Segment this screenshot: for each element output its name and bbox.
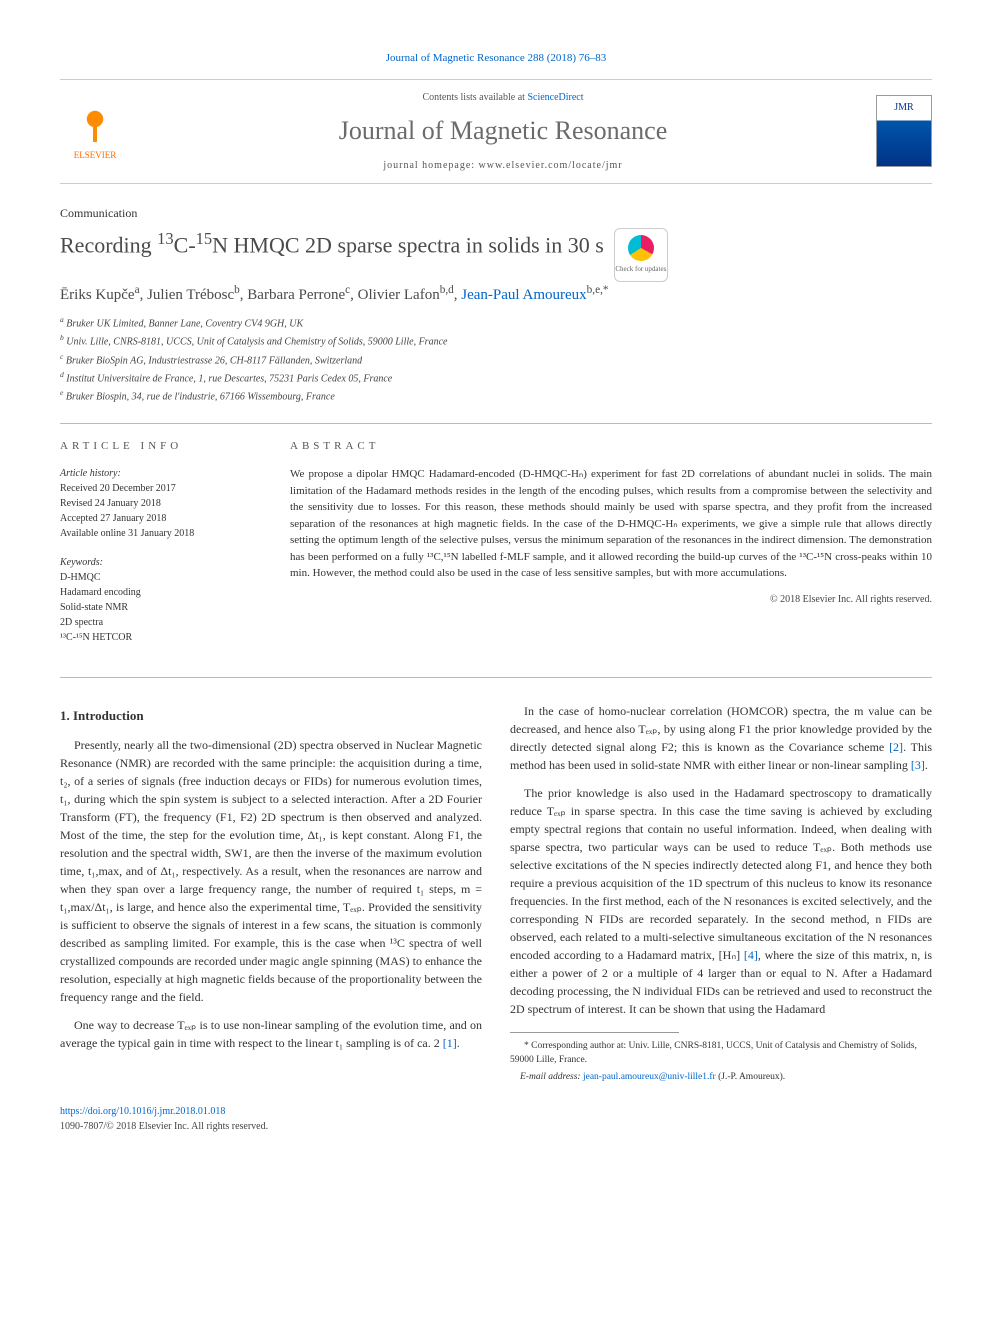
article-history: Article history: Received 20 December 20… (60, 466, 270, 541)
journal-cover-thumbnail: JMR (876, 95, 932, 167)
footnote-separator (510, 1032, 679, 1033)
citation-link[interactable]: [3] (911, 758, 925, 772)
article-type: Communication (60, 204, 932, 222)
email-link[interactable]: jean-paul.amoureux@univ-lille1.fr (583, 1072, 716, 1082)
elsevier-tree-icon (70, 99, 120, 149)
abstract-column: ABSTRACT We propose a dipolar HMQC Hadam… (290, 438, 932, 660)
body-paragraph: One way to decrease Tₑₓₚ is to use non-l… (60, 1016, 482, 1052)
footnotes: * Corresponding author at: Univ. Lille, … (510, 1039, 932, 1084)
crossmark-label: Check for updates (615, 264, 666, 275)
journal-citation: Journal of Magnetic Resonance 288 (2018)… (60, 50, 932, 67)
contents-line: Contents lists available at ScienceDirec… (130, 90, 876, 105)
citation-link[interactable]: [2] (889, 740, 903, 754)
section-heading-intro: 1. Introduction (60, 706, 482, 726)
keywords-label: Keywords: (60, 557, 103, 568)
history-line: Available online 31 January 2018 (60, 526, 270, 541)
corresponding-author-note: * Corresponding author at: Univ. Lille, … (510, 1039, 932, 1068)
journal-header-bar: ELSEVIER Contents lists available at Sci… (60, 79, 932, 184)
doi-link[interactable]: https://doi.org/10.1016/j.jmr.2018.01.01… (60, 1106, 225, 1117)
history-line: Received 20 December 2017 (60, 481, 270, 496)
affiliation-line: d Institut Universitaire de France, 1, r… (60, 369, 932, 386)
crossmark-icon (628, 235, 654, 261)
authors-list: Ēriks Kupčea, Julien Tréboscb, Barbara P… (60, 282, 932, 307)
page-footer: https://doi.org/10.1016/j.jmr.2018.01.01… (60, 1104, 932, 1134)
abstract-text: We propose a dipolar HMQC Hadamard-encod… (290, 466, 932, 582)
author-link[interactable]: Jean-Paul Amoureux (461, 287, 586, 303)
article-body: 1. Introduction Presently, nearly all th… (60, 702, 932, 1084)
keywords-block: Keywords: D-HMQCHadamard encodingSolid-s… (60, 555, 270, 645)
affiliation-line: b Univ. Lille, CNRS-8181, UCCS, Unit of … (60, 332, 932, 349)
publisher-name: ELSEVIER (74, 149, 117, 163)
abstract-copyright: © 2018 Elsevier Inc. All rights reserved… (290, 592, 932, 607)
article-info-heading: ARTICLE INFO (60, 438, 270, 455)
sciencedirect-link[interactable]: ScienceDirect (527, 92, 583, 103)
elsevier-logo: ELSEVIER (60, 99, 130, 163)
email-line: E-mail address: jean-paul.amoureux@univ-… (510, 1070, 932, 1084)
email-attribution: (J.-P. Amoureux). (718, 1072, 785, 1082)
affiliation-line: c Bruker BioSpin AG, Industriestrasse 26… (60, 351, 932, 368)
body-paragraph: The prior knowledge is also used in the … (510, 784, 932, 1018)
abstract-heading: ABSTRACT (290, 438, 932, 455)
keyword: ¹³C-¹⁵N HETCOR (60, 630, 270, 645)
journal-homepage: journal homepage: www.elsevier.com/locat… (130, 158, 876, 173)
keyword: Hadamard encoding (60, 585, 270, 600)
crossmark-badge[interactable]: Check for updates (614, 228, 668, 282)
article-title: Recording 13C-15N HMQC 2D sparse spectra… (60, 228, 604, 260)
keyword: 2D spectra (60, 615, 270, 630)
article-info-column: ARTICLE INFO Article history: Received 2… (60, 438, 290, 660)
contents-prefix: Contents lists available at (422, 92, 527, 103)
issn-copyright: 1090-7807/© 2018 Elsevier Inc. All right… (60, 1121, 268, 1132)
body-paragraph: In the case of homo-nuclear correlation … (510, 702, 932, 774)
affiliation-line: e Bruker Biospin, 34, rue de l'industrie… (60, 387, 932, 404)
citation-link[interactable]: [4] (744, 948, 758, 962)
affiliation-line: a Bruker UK Limited, Banner Lane, Covent… (60, 314, 932, 331)
keyword: D-HMQC (60, 570, 270, 585)
history-line: Revised 24 January 2018 (60, 496, 270, 511)
history-line: Accepted 27 January 2018 (60, 511, 270, 526)
history-label: Article history: (60, 468, 121, 479)
body-paragraph: Presently, nearly all the two-dimensiona… (60, 736, 482, 1006)
affiliations: a Bruker UK Limited, Banner Lane, Covent… (60, 314, 932, 405)
journal-title: Journal of Magnetic Resonance (130, 111, 876, 150)
keyword: Solid-state NMR (60, 600, 270, 615)
email-label: E-mail address: (520, 1072, 583, 1082)
citation-link[interactable]: [1] (443, 1036, 457, 1050)
